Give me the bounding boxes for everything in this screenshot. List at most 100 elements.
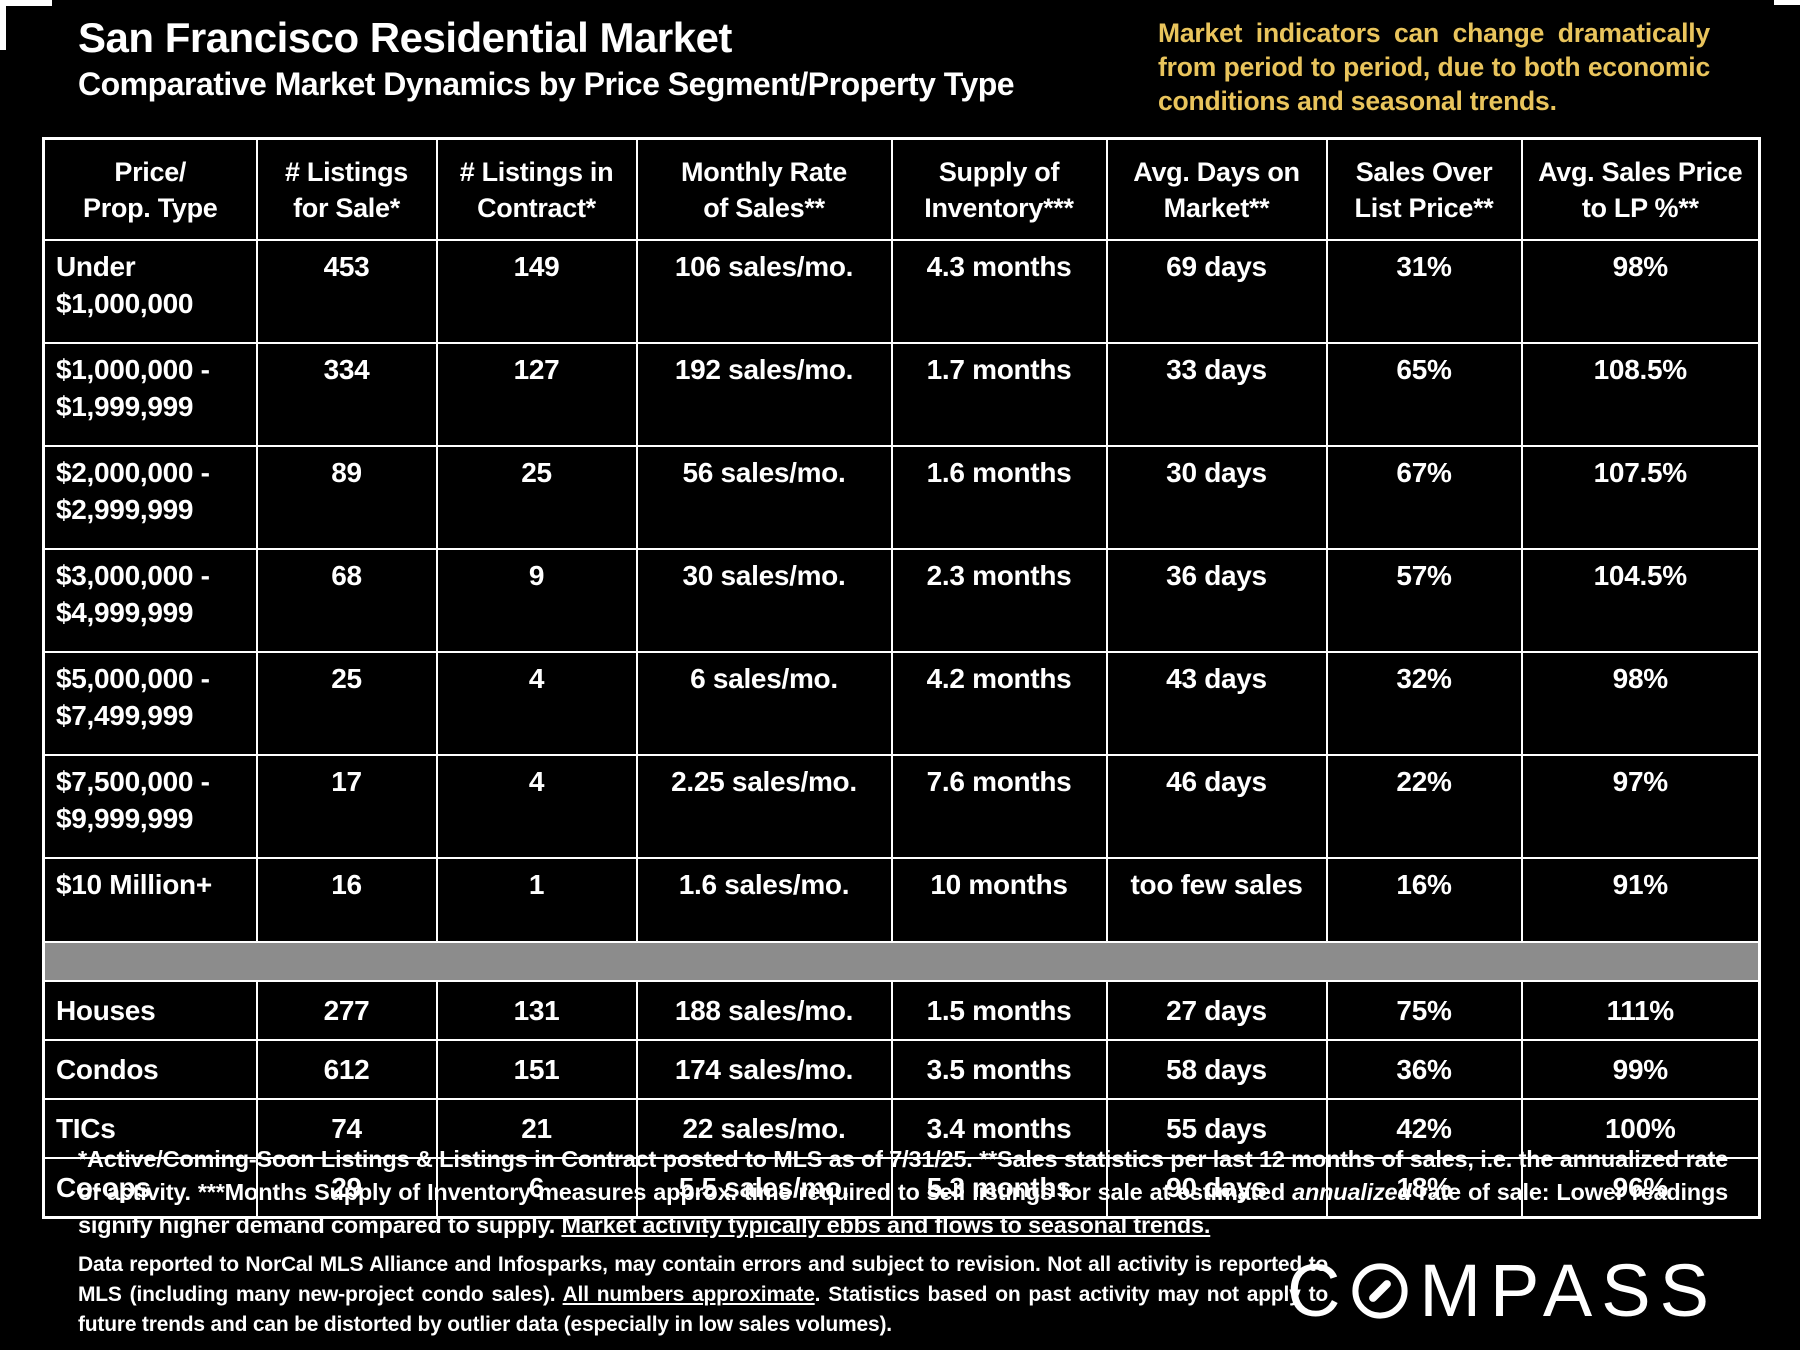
cell-value: 6 sales/mo.: [635, 651, 893, 756]
row-label: Under $1,000,000: [42, 239, 258, 344]
cell-value: 22 sales/mo.: [635, 1098, 893, 1159]
table-row: $10 Million+ 16 1 1.6 sales/mo. 10 months too…: [42, 857, 1761, 943]
cell-value: 25: [435, 445, 638, 550]
footnote-primary: *Active/Coming-Soon Listings & Listings …: [78, 1143, 1728, 1242]
cell-value: 65%: [1325, 342, 1523, 447]
column-header: # Listings in Contract*: [435, 137, 638, 241]
cell-value: 18%: [1325, 1157, 1523, 1219]
cell-value: too few sales: [1105, 857, 1328, 943]
cell-value: 96%: [1520, 1157, 1761, 1219]
cell-value: 55 days: [1105, 1098, 1328, 1159]
row-label: $1,000,000 - $1,999,999: [42, 342, 258, 447]
cell-value: 7.6 months: [890, 754, 1108, 859]
cell-value: 69 days: [1105, 239, 1328, 344]
cell-value: 2.3 months: [890, 548, 1108, 653]
footnote-text: *Active/Coming-Soon Listings & Listings …: [78, 1146, 1728, 1205]
cell-value: 29: [255, 1157, 438, 1219]
row-label: TICs: [42, 1098, 258, 1159]
table-row: $7,500,000 - $9,999,999 17 4 2.25 sales/mo.…: [42, 754, 1761, 859]
cell-value: 4: [435, 651, 638, 756]
cell-value: 1.6 sales/mo.: [635, 857, 893, 943]
footnote-italic-text: annualized: [1292, 1179, 1412, 1205]
cell-value: 25: [255, 651, 438, 756]
table-row: Co-ops 29 6 5.5 sales/mo. 5.3 months 90 days 1…: [42, 1157, 1761, 1219]
footnote-text: . Statistics based on past activity may …: [78, 1283, 1328, 1336]
column-header: Supply of Inventory***: [890, 137, 1108, 241]
cell-value: 277: [255, 980, 438, 1041]
cell-value: 149: [435, 239, 638, 344]
cell-value: 21: [435, 1098, 638, 1159]
row-label: Co-ops: [42, 1157, 258, 1219]
table-row: Condos 612 151 174 sales/mo. 3.5 months 58 da…: [42, 1039, 1761, 1100]
cell-value: 32%: [1325, 651, 1523, 756]
cell-value: 22%: [1325, 754, 1523, 859]
cell-value: 9: [435, 548, 638, 653]
cell-value: 43 days: [1105, 651, 1328, 756]
table-row: $2,000,000 - $2,999,999 89 25 56 sales/mo. 1…: [42, 445, 1761, 550]
cell-value: 334: [255, 342, 438, 447]
column-header: Monthly Rate of Sales**: [635, 137, 893, 241]
cell-value: 1.7 months: [890, 342, 1108, 447]
table-row: Under $1,000,000 453 149 106 sales/mo. 4.3 m…: [42, 239, 1761, 344]
cell-value: 57%: [1325, 548, 1523, 653]
cell-value: 99%: [1520, 1039, 1761, 1100]
cell-value: 46 days: [1105, 754, 1328, 859]
cell-value: 91%: [1520, 857, 1761, 943]
footnote-text: Data reported to NorCal MLS Alliance and…: [78, 1253, 1328, 1306]
divider-row: [42, 941, 1761, 982]
table-row: $5,000,000 - $7,499,999 25 4 6 sales/mo. 4.2…: [42, 651, 1761, 756]
cell-value: 56 sales/mo.: [635, 445, 893, 550]
row-label: Condos: [42, 1039, 258, 1100]
table-row: TICs 74 21 22 sales/mo. 3.4 months 55 days 42%…: [42, 1098, 1761, 1159]
cell-value: 33 days: [1105, 342, 1328, 447]
cell-value: 100%: [1520, 1098, 1761, 1159]
cell-value: 90 days: [1105, 1157, 1328, 1219]
cell-value: 6: [435, 1157, 638, 1219]
cell-value: 131: [435, 980, 638, 1041]
corner-mark: [0, 0, 6, 50]
column-header: # Listings for Sale*: [255, 137, 438, 241]
header: San Francisco Residential Market Compara…: [78, 14, 1015, 102]
row-label: $2,000,000 - $2,999,999: [42, 445, 258, 550]
cell-value: 2.25 sales/mo.: [635, 754, 893, 859]
cell-value: 612: [255, 1039, 438, 1100]
market-table: Price/ Prop. Type # Listings for Sale* #…: [42, 137, 1761, 1219]
footnote-secondary: Data reported to NorCal MLS Alliance and…: [78, 1250, 1328, 1340]
cell-value: 4.3 months: [890, 239, 1108, 344]
cell-value: 98%: [1520, 239, 1761, 344]
footnote-underlined-text: All numbers approximate: [562, 1283, 815, 1306]
footnote-text: rate of sale: Lower readings signify hig…: [78, 1179, 1728, 1238]
row-label: $3,000,000 - $4,999,999: [42, 548, 258, 653]
cell-value: 108.5%: [1520, 342, 1761, 447]
compass-slashed-o-icon: [1352, 1263, 1409, 1319]
cell-value: 4: [435, 754, 638, 859]
cell-value: 31%: [1325, 239, 1523, 344]
cell-value: 111%: [1520, 980, 1761, 1041]
footnote-underlined-text: Market activity typically ebbs and flows…: [561, 1212, 1211, 1238]
cell-value: 75%: [1325, 980, 1523, 1041]
table-header: Price/ Prop. Type # Listings for Sale* #…: [42, 137, 1761, 241]
page-title: San Francisco Residential Market: [78, 14, 732, 61]
cell-value: 42%: [1325, 1098, 1523, 1159]
cell-value: 3.4 months: [890, 1098, 1108, 1159]
cell-value: 58 days: [1105, 1039, 1328, 1100]
cell-value: 1: [435, 857, 638, 943]
table-row: $1,000,000 - $1,999,999 334 127 192 sales/m…: [42, 342, 1761, 447]
cell-value: 89: [255, 445, 438, 550]
cell-value: 36%: [1325, 1039, 1523, 1100]
cell-value: 98%: [1520, 651, 1761, 756]
page-subtitle: Comparative Market Dynamics by Price Seg…: [78, 66, 1015, 102]
cell-value: 151: [435, 1039, 638, 1100]
column-header: Price/ Prop. Type: [42, 137, 258, 241]
row-label: $7,500,000 - $9,999,999: [42, 754, 258, 859]
cell-value: 67%: [1325, 445, 1523, 550]
cell-value: 5.3 months: [890, 1157, 1108, 1219]
corner-mark: [1774, 0, 1800, 5]
cell-value: 30 days: [1105, 445, 1328, 550]
cell-value: 188 sales/mo.: [635, 980, 893, 1041]
cell-value: 16: [255, 857, 438, 943]
market-notice: Market indicators can change dramaticall…: [1158, 18, 1710, 116]
cell-value: 107.5%: [1520, 445, 1761, 550]
corner-mark: [0, 0, 52, 6]
